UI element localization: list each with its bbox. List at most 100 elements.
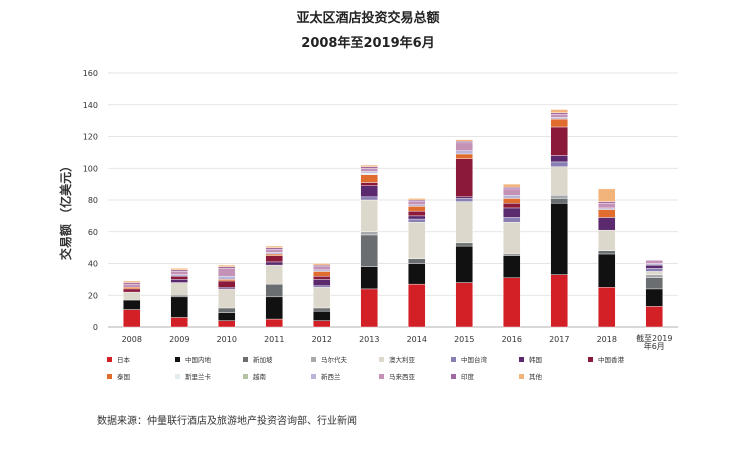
bar-segment	[265, 255, 283, 263]
bar-segment	[218, 264, 236, 267]
bar-segment	[550, 198, 568, 204]
bar-segment	[265, 249, 283, 253]
legend-label: 新西兰	[321, 372, 341, 381]
bar-segment	[598, 229, 616, 252]
bar-segment	[313, 287, 331, 309]
bar-segment	[503, 277, 521, 328]
bar-segment	[170, 282, 188, 296]
bar-segment	[313, 320, 331, 328]
bar-segment	[503, 183, 521, 188]
bar-segment	[218, 268, 236, 277]
bar-segment	[408, 210, 426, 217]
bar-segment	[503, 188, 521, 196]
bar-segment	[123, 299, 141, 310]
bar-segment	[550, 117, 568, 120]
y-axis-label: 交易额 （亿美元）	[58, 160, 73, 260]
bar-segment	[455, 153, 473, 159]
bar-segment	[170, 269, 188, 272]
bar-segment	[313, 310, 331, 321]
bar-segment	[645, 260, 663, 264]
chart-subtitle: 2008年至2019年6月	[301, 35, 434, 51]
bar-segment	[360, 164, 378, 167]
legend-label: 泰国	[117, 372, 130, 381]
bar-segment	[265, 261, 283, 266]
bar-segment	[218, 287, 236, 290]
bar-segment	[408, 215, 426, 220]
legend-swatch	[379, 374, 384, 379]
legend-swatch	[107, 374, 112, 379]
bar-segment	[598, 287, 616, 328]
bar-segment	[313, 266, 331, 271]
bar-segment	[598, 209, 616, 218]
y-tick-label: 40	[88, 260, 98, 269]
legend-swatch	[311, 374, 316, 379]
x-tick-label: 2014	[407, 335, 427, 344]
bar-segment	[265, 264, 283, 285]
y-tick-label: 140	[83, 101, 98, 110]
bar-segment	[123, 288, 141, 293]
bar-segment	[598, 207, 616, 210]
bar-segment	[170, 276, 188, 280]
legend-label: 新加坡	[253, 355, 273, 364]
bar-segment	[313, 285, 331, 288]
legend-label: 澳大利亚	[389, 355, 416, 364]
bar-segment	[455, 201, 473, 244]
y-tick-label: 160	[83, 69, 98, 78]
bar-segment	[645, 306, 663, 328]
bar-segment	[265, 318, 283, 328]
bar-segment	[170, 279, 188, 283]
legend-label: 斯里兰卡	[185, 372, 212, 381]
bar-segment	[218, 288, 236, 309]
bar-segment	[455, 196, 473, 199]
bar-segment	[123, 309, 141, 328]
legend-label: 其他	[529, 372, 543, 381]
bars	[123, 109, 663, 328]
bar-segment	[360, 185, 378, 198]
x-tick-label: 2016	[502, 335, 522, 344]
legend-swatch	[243, 357, 248, 362]
bar-segment	[313, 271, 331, 277]
legend-swatch	[588, 357, 593, 362]
bar-segment	[455, 142, 473, 151]
bar-segment	[170, 295, 188, 298]
bar-segment	[550, 202, 568, 275]
bar-segment	[455, 282, 473, 328]
bar-segment	[455, 139, 473, 142]
legend-label: 中国香港	[598, 355, 625, 364]
y-tick-label: 0	[93, 323, 98, 332]
bar-segment	[503, 207, 521, 218]
bar-segment	[123, 280, 141, 283]
bar-segment	[598, 202, 616, 209]
legend-label: 中国台湾	[461, 355, 488, 364]
bar-segment	[503, 187, 521, 190]
bar-segment	[455, 245, 473, 283]
bar-segment	[455, 141, 473, 144]
x-tick-label: 2017	[549, 335, 569, 344]
source-note: 数据来源：仲量联行酒店及旅游地产投资咨询部、行业新闻	[97, 414, 357, 427]
bar-segment	[408, 258, 426, 264]
bar-segment	[455, 242, 473, 247]
bar-segment	[360, 266, 378, 290]
legend-swatch	[379, 357, 384, 362]
x-tick-label: 2015	[454, 335, 474, 344]
x-tick-label: 2008	[122, 335, 142, 344]
bar-segment	[550, 161, 568, 167]
bar-segment	[123, 287, 141, 290]
bar-segment	[598, 201, 616, 204]
bar-segment	[218, 280, 236, 288]
bar-segment	[265, 247, 283, 250]
legend-label: 马尔代夫	[321, 355, 348, 364]
bar-segment	[360, 234, 378, 267]
bar-segment	[313, 263, 331, 266]
bar-segment	[408, 198, 426, 201]
legend-swatch	[519, 357, 524, 362]
bar-segment	[503, 217, 521, 223]
bar-segment	[360, 174, 378, 183]
bar-segment	[265, 253, 283, 256]
bar-segment	[550, 126, 568, 156]
x-tick-label: 2013	[359, 335, 379, 344]
bar-segment	[455, 198, 473, 202]
bar-segment	[218, 276, 236, 280]
